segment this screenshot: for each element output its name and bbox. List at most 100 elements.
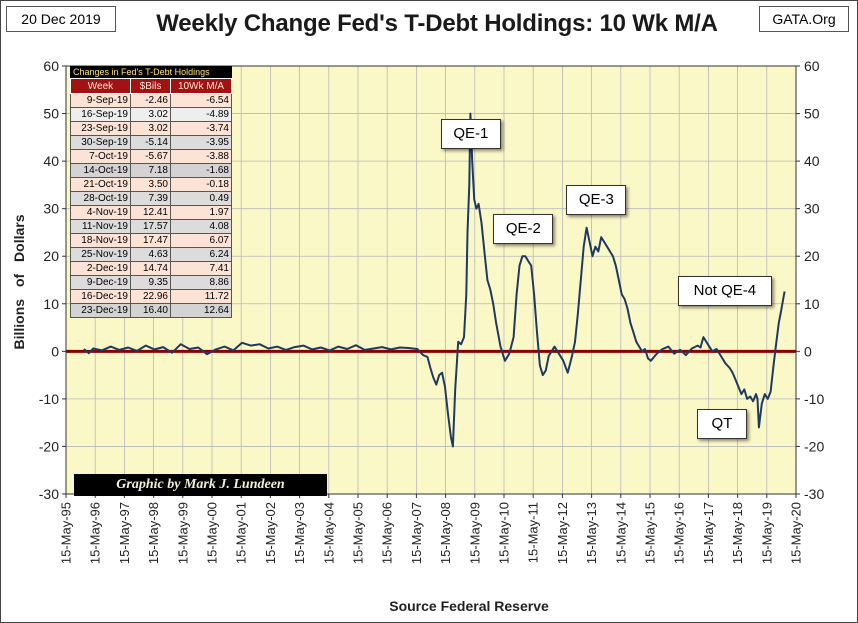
table-row: 30-Sep-19 -5.14 -3.95 — [70, 135, 232, 150]
cell-bils: 17.57 — [130, 219, 171, 234]
y-axis-right: -30 -20 -10 0 10 20 30 40 50 60 — [796, 58, 824, 502]
y-tick-label-right: 60 — [804, 58, 820, 74]
cell-ma: -4.89 — [170, 107, 232, 122]
cell-bils: 12.41 — [130, 205, 171, 220]
cell-ma: 7.41 — [170, 261, 232, 276]
x-axis-label: Source Federal Reserve — [389, 598, 549, 614]
cell-ma: 6.24 — [170, 247, 232, 262]
x-tick-label: 15-May-97 — [117, 502, 132, 564]
cell-ma: 0.49 — [170, 191, 232, 206]
date-box: 20 Dec 2019 — [6, 6, 116, 32]
cell-bils: 4.63 — [130, 247, 171, 262]
cell-bils: 22.96 — [130, 289, 171, 304]
cell-week: 18-Nov-19 — [70, 233, 131, 248]
y-tick-label-left: -10 — [39, 391, 59, 407]
x-tick-label: 15-May-05 — [351, 502, 366, 564]
x-tick-label: 15-May-17 — [701, 502, 716, 564]
cell-ma: 8.86 — [170, 275, 232, 290]
table-row: 16-Dec-19 22.96 11.72 — [70, 289, 232, 304]
x-tick-label: 15-May-96 — [88, 502, 103, 564]
series-line-10wk-ma — [83, 112, 786, 448]
table-body: 9-Sep-19 -2.46 -6.54 16-Sep-19 3.02 -4.89 23-S… — [70, 93, 232, 318]
x-tick-label: 15-May-07 — [409, 502, 424, 564]
cell-ma: 12.64 — [170, 303, 232, 318]
x-tick-label: 15-May-03 — [292, 502, 307, 564]
cell-bils: 9.35 — [130, 275, 171, 290]
cell-ma: -0.18 — [170, 177, 232, 192]
y-tick-label-right: 40 — [804, 153, 820, 169]
table-row: 14-Oct-19 7.18 -1.68 — [70, 163, 232, 178]
cell-week: 9-Dec-19 — [70, 275, 131, 290]
cell-week: 23-Sep-19 — [70, 121, 131, 136]
x-tick-label: 15-May-19 — [759, 502, 774, 564]
x-tick-label: 15-May-04 — [321, 502, 336, 564]
x-tick-label: 15-May-14 — [613, 502, 628, 564]
table-row: 28-Oct-19 7.39 0.49 — [70, 191, 232, 206]
cell-bils: -5.67 — [130, 149, 171, 164]
cell-ma: -3.88 — [170, 149, 232, 164]
x-tick-label: 15-May-12 — [555, 502, 570, 564]
cell-week: 23-Dec-19 — [70, 303, 131, 318]
y-tick-label-right: -30 — [804, 486, 824, 502]
x-tick-label: 15-May-15 — [643, 502, 658, 564]
cell-bils: 17.47 — [130, 233, 171, 248]
table-header-row: Week $Bils 10Wk M/A — [70, 78, 232, 94]
y-tick-label-left: -20 — [39, 438, 59, 454]
x-tick-label: 15-May-02 — [263, 502, 278, 564]
y-tick-label-left: 60 — [43, 58, 59, 74]
y-tick-label-right: 10 — [804, 296, 820, 312]
table-row: 25-Nov-19 4.63 6.24 — [70, 247, 232, 262]
x-tick-label: 15-May-13 — [584, 502, 599, 564]
table-row: 16-Sep-19 3.02 -4.89 — [70, 107, 232, 122]
chart-title: Weekly Change Fed's T-Debt Holdings: 10 … — [156, 10, 718, 37]
cell-week: 21-Oct-19 — [70, 177, 131, 192]
cell-ma: 4.08 — [170, 219, 232, 234]
cell-week: 9-Sep-19 — [70, 93, 131, 108]
header-ma: 10Wk M/A — [170, 78, 232, 94]
y-tick-label-left: 40 — [43, 153, 59, 169]
source-site-box: GATA.Org — [759, 6, 849, 32]
cell-ma: -1.68 — [170, 163, 232, 178]
table-row: 23-Sep-19 3.02 -3.74 — [70, 121, 232, 136]
y-tick-label-right: -20 — [804, 438, 824, 454]
x-axis: 15-May-95 15-May-96 15-May-97 15-May-98 15-M… — [59, 494, 804, 564]
cell-bils: 3.50 — [130, 177, 171, 192]
plot-border — [65, 65, 797, 495]
cell-bils: 14.74 — [130, 261, 171, 276]
cell-week: 25-Nov-19 — [70, 247, 131, 262]
table-row: 18-Nov-19 17.47 6.07 — [70, 233, 232, 248]
annotation-callout: QE-3 — [566, 185, 627, 216]
cell-ma: 6.07 — [170, 233, 232, 248]
x-tick-label: 15-May-99 — [175, 502, 190, 564]
x-tick-label: 15-May-00 — [205, 502, 220, 564]
annotation-callout: QE-2 — [493, 213, 554, 244]
x-tick-label: 15-May-95 — [59, 502, 74, 564]
x-tick-label: 15-May-20 — [789, 502, 804, 564]
table-row: 21-Oct-19 3.50 -0.18 — [70, 177, 232, 192]
cell-bils: -2.46 — [130, 93, 171, 108]
cell-bils: 3.02 — [130, 107, 171, 122]
cell-ma: -3.95 — [170, 135, 232, 150]
x-tick-label: 15-May-16 — [672, 502, 687, 564]
y-tick-label-left: 0 — [51, 343, 59, 359]
cell-ma: 1.97 — [170, 205, 232, 220]
table-row: 7-Oct-19 -5.67 -3.88 — [70, 149, 232, 164]
cell-bils: 7.18 — [130, 163, 171, 178]
cell-ma: 11.72 — [170, 289, 232, 304]
y-axis-left: -30 -20 -10 0 10 20 30 40 50 60 — [39, 58, 66, 502]
cell-week: 2-Dec-19 — [70, 261, 131, 276]
cell-week: 28-Oct-19 — [70, 191, 131, 206]
table-row: 4-Nov-19 12.41 1.97 — [70, 205, 232, 220]
x-tick-label: 15-May-11 — [526, 502, 541, 563]
y-tick-label-left: 20 — [43, 248, 59, 264]
cell-bils: 3.02 — [130, 121, 171, 136]
cell-bils: 7.39 — [130, 191, 171, 206]
table-caption: Changes in Fed's T-Debt Holdings — [70, 66, 232, 78]
table-row: 2-Dec-19 14.74 7.41 — [70, 261, 232, 276]
x-tick-label: 15-May-06 — [380, 502, 395, 564]
cell-bils: -5.14 — [130, 135, 171, 150]
y-tick-label-left: -30 — [39, 486, 59, 502]
cell-ma: -6.54 — [170, 93, 232, 108]
cell-ma: -3.74 — [170, 121, 232, 136]
x-tick-label: 15-May-01 — [234, 502, 249, 564]
